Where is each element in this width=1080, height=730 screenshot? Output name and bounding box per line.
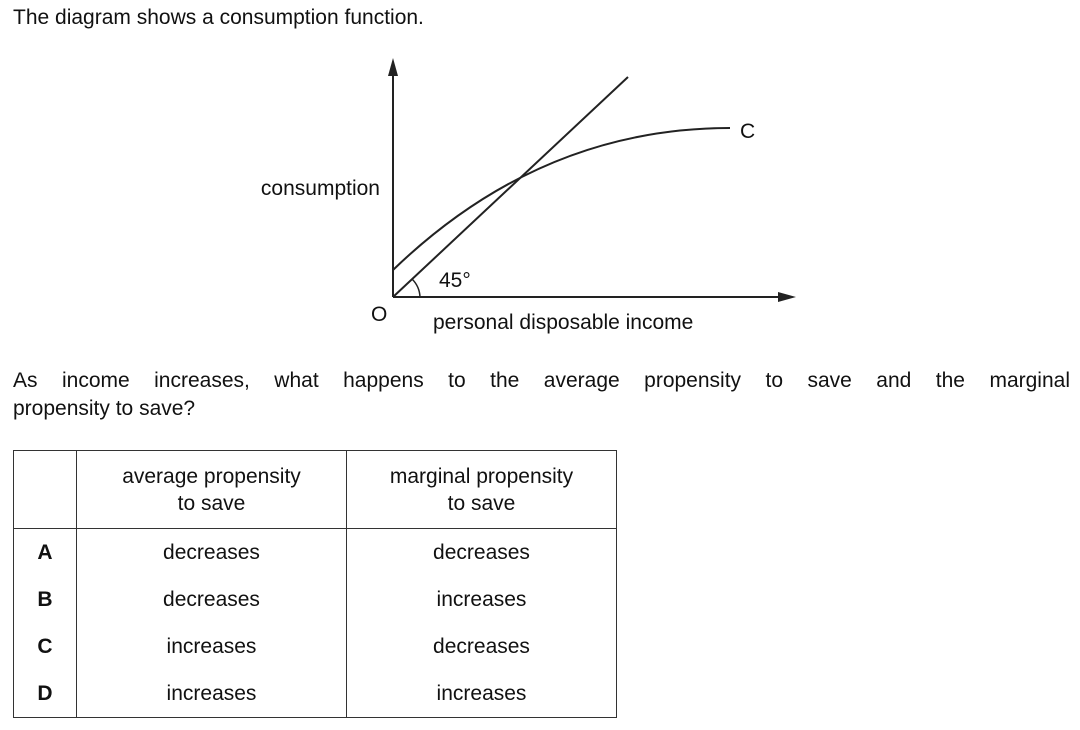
consumption-curve: [392, 127, 731, 271]
x-axis-label: personal disposable income: [433, 311, 693, 334]
option-cell: increases: [76, 623, 347, 670]
header-row: average propensity to save marginal prope…: [13, 450, 617, 529]
45-degree-line: [392, 76, 629, 298]
intro: The diagram shows a consumption function…: [13, 6, 424, 29]
x-arrow: [778, 292, 796, 302]
option-cell: increases: [76, 670, 347, 718]
y-arrow: [388, 58, 398, 76]
option-cell: increases: [346, 576, 617, 623]
option-letter: D: [13, 670, 77, 718]
option-cell: decreases: [76, 528, 347, 576]
header-line: marginal propensity: [389, 464, 574, 488]
header-line: to save: [447, 491, 516, 515]
question: As income increases, what happens to the…: [13, 367, 1070, 423]
diagram: consumption personal disposable income O…: [261, 58, 796, 334]
header-cell: marginal propensity to save: [346, 450, 617, 529]
option-letter: C: [13, 623, 77, 670]
angle-label: 45°: [439, 269, 471, 292]
answer-table: average propensity to save marginal prope…: [13, 450, 617, 718]
option-cell: decreases: [76, 576, 347, 623]
question-line: As income increases, what happens to the…: [13, 369, 1070, 392]
origin-label: O: [371, 303, 387, 326]
angle-arc: [411, 278, 421, 298]
option-cell: decreases: [346, 528, 617, 576]
option-cell: increases: [346, 670, 617, 718]
header-line: to save: [177, 491, 246, 515]
header-line: average propensity: [122, 464, 301, 488]
question-line: propensity to save?: [13, 397, 196, 420]
header-cell: [13, 450, 77, 529]
header-cell: average propensity to save: [76, 450, 347, 529]
option-letter: B: [13, 576, 77, 623]
y-axis-label: consumption: [261, 177, 380, 200]
option-letter: A: [13, 528, 77, 576]
option-cell: decreases: [346, 623, 617, 670]
curve-label: C: [740, 120, 755, 143]
